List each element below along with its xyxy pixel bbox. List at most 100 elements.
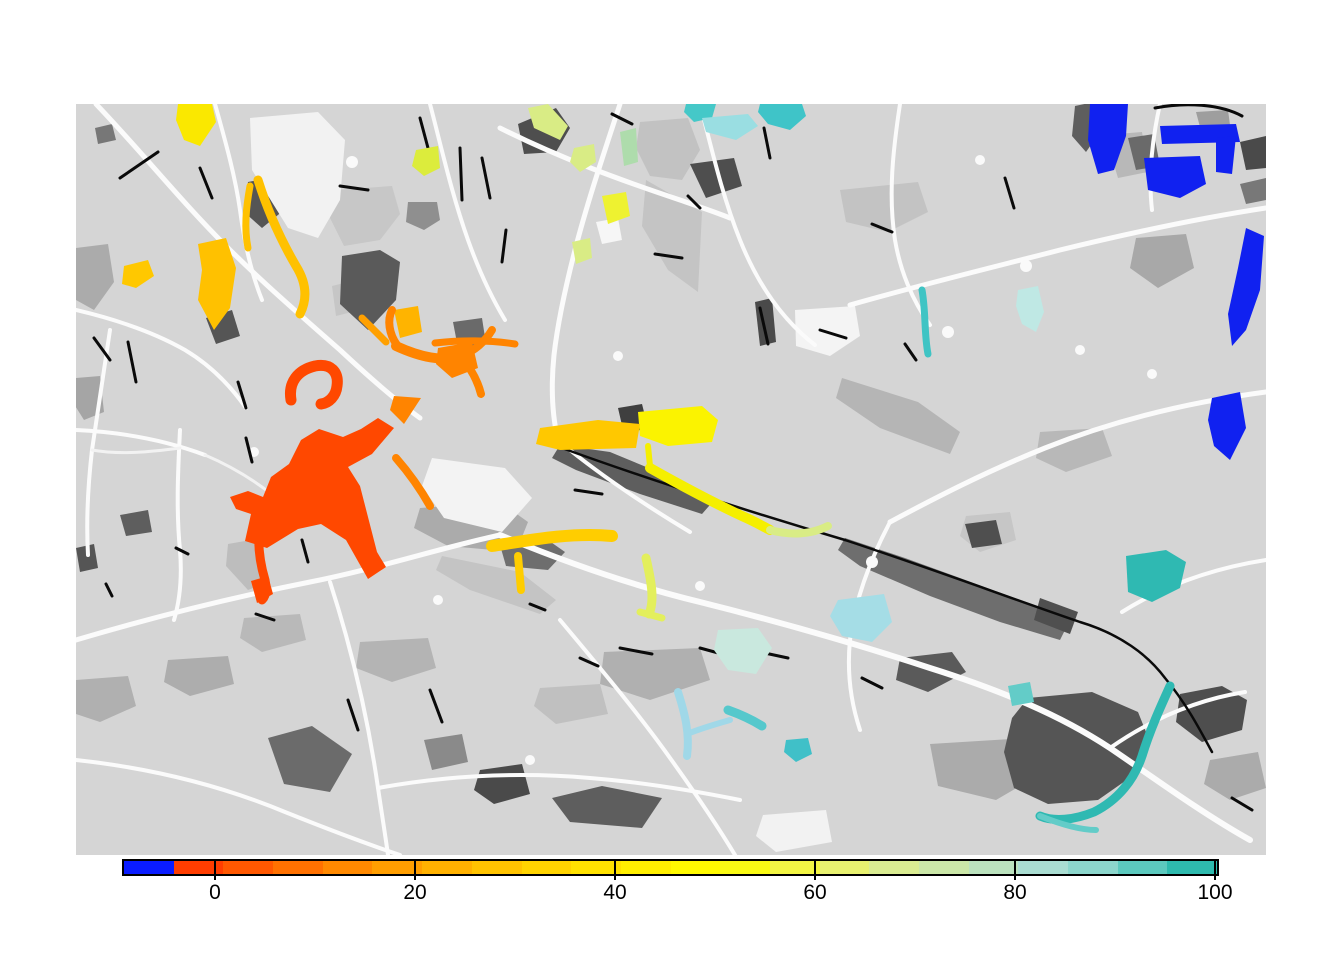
land-parcel [406, 202, 440, 230]
land-parcel [436, 556, 556, 614]
village-dot [613, 351, 623, 361]
colorbar-segment [720, 861, 770, 874]
road [1120, 558, 1266, 614]
road [376, 773, 742, 802]
value-patch [758, 104, 806, 130]
land-parcel [836, 378, 960, 454]
value-patch [1037, 813, 1099, 833]
value-patch [723, 705, 767, 731]
value-patch [645, 463, 775, 535]
colorbar-segment [223, 861, 274, 874]
colorbar-tick [414, 861, 416, 880]
land-parcel [1034, 598, 1078, 634]
railway-line [818, 328, 848, 340]
colorbar-tick [214, 861, 216, 880]
land-parcel [340, 250, 400, 330]
value-patch [674, 688, 692, 760]
land-parcel [596, 218, 622, 244]
road [847, 205, 1266, 308]
railway-line [870, 222, 894, 234]
colorbar-tick-label: 60 [803, 881, 827, 904]
value-patch [390, 396, 421, 424]
railway-line [653, 252, 684, 260]
value-patch [198, 238, 236, 330]
land-parcel [1176, 686, 1247, 742]
colorbar-segment [769, 861, 820, 874]
value-patch [1008, 682, 1034, 706]
land-parcel [636, 118, 700, 180]
colorbar-segment [273, 861, 323, 874]
railway-line [418, 116, 430, 150]
village-dot [1075, 345, 1085, 355]
value-patch [230, 418, 394, 579]
road [1108, 690, 1247, 750]
land-parcel [600, 648, 710, 700]
value-patch [385, 306, 401, 349]
road [76, 758, 402, 855]
railway-line [758, 306, 770, 346]
colorbar-segment [372, 861, 423, 874]
land-parcel [1204, 752, 1266, 800]
land-parcel [642, 180, 702, 292]
road [1148, 104, 1162, 212]
village-dot [695, 581, 705, 591]
road [172, 428, 183, 622]
value-patch [638, 406, 718, 446]
railway-line [346, 698, 360, 732]
land-parcel [534, 684, 608, 724]
value-patch [536, 420, 640, 450]
value-patch [784, 738, 812, 762]
village-dot [942, 326, 954, 338]
value-patch [394, 306, 422, 338]
value-patch [620, 128, 638, 166]
railway-line [528, 602, 547, 612]
colorbar-segment [819, 861, 870, 874]
value-patch [176, 104, 216, 146]
land-parcel [1240, 136, 1266, 170]
land-parcel [840, 182, 928, 232]
value-patch [766, 522, 832, 538]
village-dot [1020, 260, 1032, 272]
value-patch [641, 553, 657, 619]
land-parcel [240, 614, 306, 652]
railway-line [1153, 104, 1244, 118]
land-parcel [1130, 234, 1194, 288]
land-parcel [552, 786, 662, 828]
colorbar-segment [124, 861, 174, 874]
value-patch [253, 175, 310, 319]
railway-line [300, 538, 310, 564]
railway-line [236, 380, 248, 410]
railway-line [500, 228, 508, 264]
railway-line [338, 184, 370, 192]
road [328, 580, 390, 855]
value-patch [702, 114, 758, 140]
value-patch [251, 576, 273, 603]
value-patch [1228, 228, 1264, 346]
colorbar-segment [422, 861, 472, 874]
railway-line [578, 656, 600, 668]
road [549, 104, 623, 443]
colorbar-tick [614, 861, 616, 880]
road [76, 532, 503, 643]
land-parcel [120, 510, 152, 536]
road [889, 104, 932, 327]
land-parcel [356, 638, 436, 682]
village-dot [525, 755, 535, 765]
railway-line [428, 688, 444, 724]
value-patch [570, 144, 596, 172]
colorbar-segment [919, 861, 969, 874]
value-patch [684, 717, 733, 737]
colorbar-segment [1018, 861, 1069, 874]
railway-line [104, 582, 114, 598]
colorbar-tick-label: 20 [403, 881, 427, 904]
colorbar-segment [571, 861, 621, 874]
village-dot [975, 155, 985, 165]
land-parcel [965, 520, 1002, 548]
land-parcel [250, 112, 345, 238]
railway-line [254, 612, 276, 622]
railway-line [1003, 176, 1016, 210]
value-patch [412, 146, 440, 176]
value-patch [242, 182, 254, 252]
road [85, 328, 112, 557]
